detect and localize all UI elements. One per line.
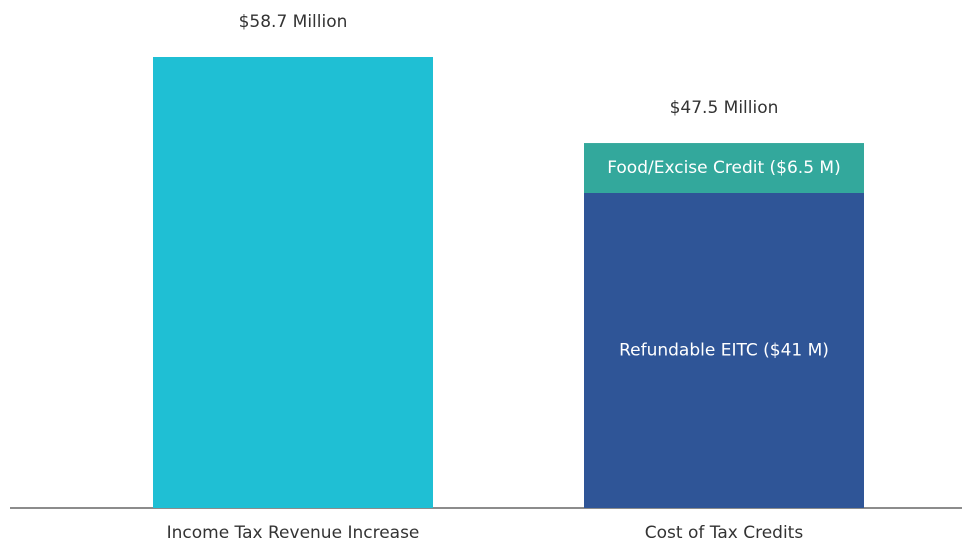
x-tick-label: Income Tax Revenue Increase bbox=[167, 523, 420, 543]
segment-label: Refundable EITC ($41 M) bbox=[619, 340, 829, 360]
bar-segment bbox=[153, 57, 433, 508]
bar-segment bbox=[584, 192, 864, 508]
segment-label: Food/Excise Credit ($6.5 M) bbox=[607, 158, 841, 178]
total-label: $58.7 Million bbox=[239, 12, 348, 32]
total-label: $47.5 Million bbox=[670, 98, 779, 118]
x-tick-label: Cost of Tax Credits bbox=[645, 523, 804, 543]
bar-segment bbox=[584, 143, 864, 193]
